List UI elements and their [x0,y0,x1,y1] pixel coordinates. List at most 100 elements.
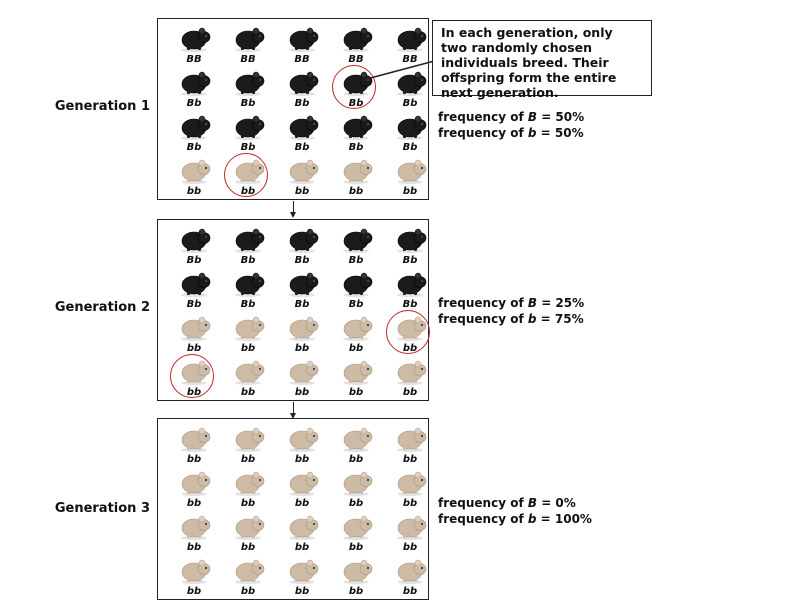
genotype-label: bb [186,586,202,597]
genotype-label: bb [186,542,202,553]
mouse: Bb [330,115,382,159]
mouse: Bb [330,272,382,316]
mouse: Bb [222,115,274,159]
generation-1-frequencies: frequency of B = 50% frequency of b = 50… [438,109,584,141]
mouse: bb [222,360,274,404]
mouse: bb [168,427,220,471]
mouse: bb [384,427,436,471]
mouse: bb [330,159,382,203]
genotype-label: bb [186,454,202,465]
genotype-label: Bb [240,255,256,266]
genotype-label: Bb [186,299,202,310]
genotype-label: Bb [240,142,256,153]
genotype-label: bb [402,454,418,465]
genotype-label: bb [294,387,310,398]
genotype-label: Bb [240,299,256,310]
genotype-label: bb [348,586,364,597]
genotype-label: BB [402,54,418,65]
chosen-mouse: bb [222,153,274,203]
mouse: bb [222,316,274,360]
genotype-label: Bb [186,255,202,266]
mouse: bb [168,316,220,360]
mouse: Bb [384,71,436,115]
genotype-label: bb [186,186,202,197]
genotype-label: bb [402,186,418,197]
genotype-label: bb [294,454,310,465]
mouse: Bb [222,228,274,272]
mouse: bb [330,427,382,471]
chosen-mouse: bb [168,354,220,404]
chosen-mouse: bb [384,310,436,360]
mouse: bb [276,559,328,603]
genotype-label: bb [294,542,310,553]
genotype-label: Bb [402,98,418,109]
genotype-label: Bb [294,142,310,153]
genotype-label: BB [294,54,310,65]
genotype-label: Bb [294,299,310,310]
genotype-label: bb [240,586,256,597]
genotype-label: Bb [402,255,418,266]
mouse: bb [276,471,328,515]
generation-2-label: Generation 2 [54,300,150,315]
genotype-label: Bb [348,299,364,310]
mouse: bb [168,471,220,515]
mouse: bb [330,360,382,404]
mouse: bb [222,427,274,471]
genotype-label: bb [348,542,364,553]
freq-b-text: frequency of b = 75% [438,312,584,326]
mouse: bb [330,471,382,515]
genotype-label: bb [240,542,256,553]
genotype-label: bb [186,343,202,354]
mouse: Bb [168,272,220,316]
mouse: Bb [330,228,382,272]
genotype-label: Bb [294,98,310,109]
mouse: bb [168,559,220,603]
mouse: Bb [168,71,220,115]
mouse: BB [168,27,220,71]
genotype-label: Bb [348,255,364,266]
freq-b-text: frequency of b = 100% [438,512,592,526]
generation-2-frequencies: frequency of B = 25% frequency of b = 75… [438,295,584,327]
genotype-label: bb [186,498,202,509]
genotype-label: Bb [402,142,418,153]
generation-1-label: Generation 1 [54,99,150,114]
mouse: bb [276,316,328,360]
generation-2-panel: Bb Bb Bb Bb Bb Bb Bb Bb Bb Bb bb bb bb bb bb bb bb bb bb bb [157,219,430,404]
genotype-label: bb [348,498,364,509]
generation-3-frequencies: frequency of B = 0% frequency of b = 100… [438,495,592,527]
mouse: bb [276,515,328,559]
genotype-label: Bb [240,98,256,109]
mouse: Bb [384,115,436,159]
genotype-label: BB [186,54,202,65]
mouse: bb [276,427,328,471]
mouse: bb [330,316,382,360]
genotype-label: bb [348,343,364,354]
genotype-label: Bb [186,98,202,109]
mouse: Bb [276,115,328,159]
freq-b-text: frequency of b = 50% [438,126,584,140]
mouse: bb [384,471,436,515]
genotype-label: Bb [294,255,310,266]
mouse: BB [276,27,328,71]
freq-B-text: frequency of B = 0% [438,496,576,510]
mouse: bb [222,515,274,559]
mouse: Bb [276,228,328,272]
mouse: bb [276,159,328,203]
genotype-label: bb [294,343,310,354]
mouse: Bb [384,228,436,272]
mouse: Bb [168,228,220,272]
freq-B-text: frequency of B = 25% [438,296,585,310]
mouse: Bb [168,115,220,159]
genotype-label: bb [402,498,418,509]
genotype-label: bb [240,454,256,465]
genotype-label: bb [402,586,418,597]
genotype-label: Bb [348,142,364,153]
generation-3-label: Generation 3 [54,501,150,516]
mouse: Bb [222,71,274,115]
mouse: bb [276,360,328,404]
callout-box: In each generation, only two randomly ch… [432,20,652,100]
mouse: Bb [222,272,274,316]
generation-3-panel: bb bb bb bb bb bb bb bb bb bb bb bb bb bb bb bb bb bb bb bb [157,418,429,600]
genotype-label: bb [348,454,364,465]
